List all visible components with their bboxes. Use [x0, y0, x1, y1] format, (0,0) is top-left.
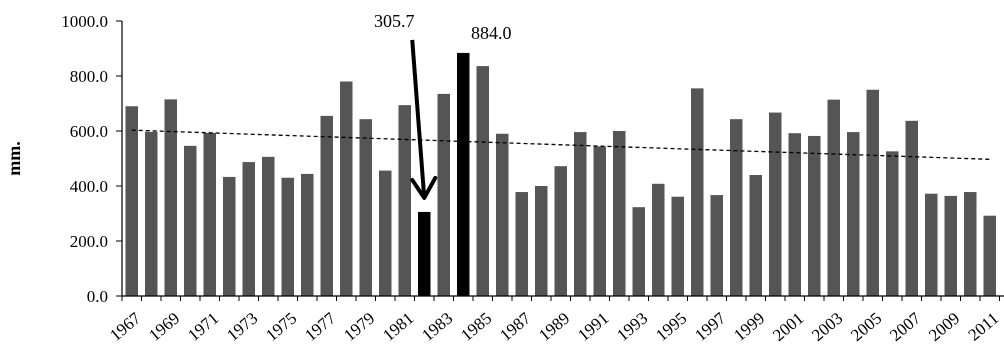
bar-2007: [905, 120, 918, 296]
bar-1990: [574, 132, 587, 296]
trend-line: [131, 129, 990, 160]
x-tick-label: 2003: [808, 309, 846, 345]
x-tick-label: 2001: [769, 309, 807, 345]
x-tick-label: 1993: [613, 309, 651, 345]
x-tick-label: 2005: [847, 309, 885, 345]
bar-1975: [281, 177, 294, 296]
y-axis-ticks: 0.0 200.0 400.0 600.0 800.0 1000.0: [61, 12, 122, 306]
x-tick-label: 1985: [457, 309, 495, 345]
x-tick-label: 1999: [730, 309, 768, 345]
bar-2002: [808, 135, 821, 296]
x-tick-label: 1995: [652, 309, 690, 345]
bar-1973: [242, 162, 255, 296]
x-tick-label: 1989: [535, 309, 573, 345]
bar-2008: [925, 193, 938, 296]
x-tick-label: 1969: [145, 309, 183, 345]
bar-1987: [515, 192, 528, 296]
bar-1980: [379, 170, 392, 296]
bar-1977: [320, 115, 333, 296]
x-tick-label: 1973: [223, 309, 261, 345]
bar-1971: [203, 132, 216, 296]
x-tick-label: 2011: [965, 309, 1003, 345]
bar-1983: [437, 93, 450, 296]
bar-2003: [827, 99, 840, 297]
y-tick-label: 0.0: [87, 287, 108, 306]
x-tick-label: 1983: [418, 309, 456, 345]
bar-2000: [769, 112, 782, 296]
bar-1996: [691, 88, 704, 296]
bar-2006: [886, 151, 899, 296]
bar-1976: [301, 173, 314, 296]
bar-1972: [223, 176, 236, 296]
x-tick-label: 2007: [886, 308, 925, 345]
bar-2011: [983, 215, 996, 296]
bar-1992: [613, 131, 626, 296]
y-tick-label: 1000.0: [61, 12, 108, 31]
bar-2009: [944, 195, 957, 296]
bar-1982: [418, 211, 431, 296]
bar-1985: [476, 66, 489, 296]
annotation-label: 884.0: [471, 23, 512, 43]
bar-1984: [457, 52, 470, 297]
bar-1970: [184, 145, 197, 296]
bar-1998: [730, 119, 743, 296]
bar-1974: [262, 156, 275, 296]
bar-1995: [671, 196, 684, 296]
bars: [125, 52, 996, 297]
x-tick-label: 2009: [925, 309, 963, 345]
bar-1978: [340, 81, 353, 296]
bar-1993: [632, 207, 645, 296]
y-axis-label: mm.: [4, 141, 24, 176]
annotation-label: 305.7: [374, 11, 415, 31]
bar-1981: [398, 105, 411, 297]
x-tick-label: 1987: [496, 308, 535, 345]
x-tick-label: 1971: [184, 309, 222, 345]
bar-1989: [554, 166, 567, 296]
x-axis-ticks: 1967 1969 1971 1973 1975 1977 1979 1981 1983 1985…: [106, 296, 1002, 345]
bar-1997: [710, 195, 723, 296]
bar-1999: [749, 175, 762, 296]
y-tick-label: 600.0: [70, 122, 108, 141]
annotation-arrow-shaft: [410, 39, 427, 199]
x-tick-label: 1997: [691, 308, 730, 345]
y-tick-label: 400.0: [70, 177, 108, 196]
annotations: 305.7 884.0: [374, 11, 512, 200]
bar-2001: [788, 133, 801, 296]
bar-1979: [359, 119, 372, 296]
x-tick-label: 1977: [301, 308, 340, 345]
x-tick-label: 1981: [379, 309, 417, 345]
bar-1991: [593, 146, 606, 296]
bar-2004: [847, 132, 860, 296]
bar-1986: [496, 133, 509, 296]
x-tick-label: 1967: [106, 308, 145, 345]
bar-1994: [652, 183, 665, 296]
bar-1988: [535, 186, 548, 296]
bar-2005: [866, 89, 879, 296]
x-tick-label: 1979: [340, 309, 378, 345]
annotation-arrow-head: [410, 175, 438, 200]
bar-2010: [964, 192, 977, 296]
x-tick-label: 1991: [574, 309, 612, 345]
bar-1969: [164, 99, 177, 296]
x-tick-label: 1975: [262, 309, 300, 345]
bar-1968: [145, 131, 158, 296]
bar-1967: [125, 106, 138, 296]
y-tick-label: 200.0: [70, 232, 108, 251]
y-tick-label: 800.0: [70, 67, 108, 86]
